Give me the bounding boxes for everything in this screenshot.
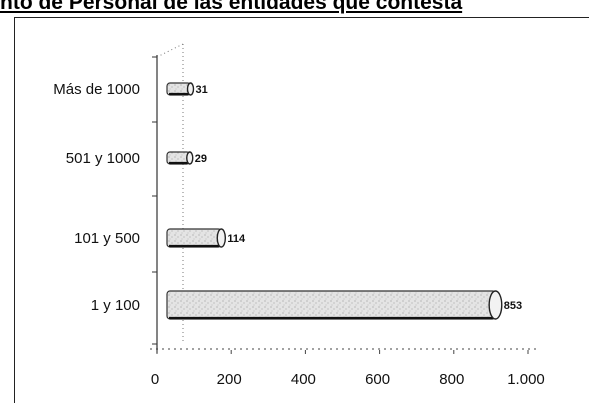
x-tick-label-4: 800: [439, 371, 464, 388]
chart-bars: [166, 82, 503, 320]
data-label-1: 29: [195, 153, 207, 165]
bar-1: [166, 151, 194, 165]
bar-cap-0: [186, 82, 195, 96]
x-tick-label-1: 200: [217, 371, 242, 388]
x-tick-label-2: 400: [291, 371, 316, 388]
back-wall-top: [156, 43, 184, 58]
x-tick-label-3: 600: [365, 371, 390, 388]
bar-body-3: [166, 290, 497, 320]
category-label-0: Más de 1000: [53, 81, 140, 98]
bar-cap-2: [216, 228, 227, 248]
data-label-0: 31: [196, 84, 208, 96]
x-tick-label-0: 0: [151, 371, 159, 388]
x-tick-label-5: 1.000: [507, 371, 545, 388]
category-label-3: 1 y 100: [91, 297, 140, 314]
chart-axes: [150, 43, 536, 354]
bar-cap-1: [186, 151, 194, 165]
chart-frame: [14, 17, 589, 403]
bar-3: [166, 290, 503, 320]
chart-title: nto de Personal de las entidades que con…: [0, 0, 463, 14]
bar-0: [166, 82, 195, 96]
category-label-2: 101 y 500: [74, 230, 140, 247]
category-label-1: 501 y 1000: [66, 150, 140, 167]
bar-body-2: [166, 228, 222, 248]
data-label-3: 853: [504, 300, 522, 312]
chart-labels: 0 200 400 600 800 1.000 Más de 1000 31 501 y 100…: [53, 81, 545, 388]
bar-cap-3: [488, 290, 503, 320]
bar-2: [166, 228, 227, 248]
data-label-2: 114: [227, 233, 246, 245]
